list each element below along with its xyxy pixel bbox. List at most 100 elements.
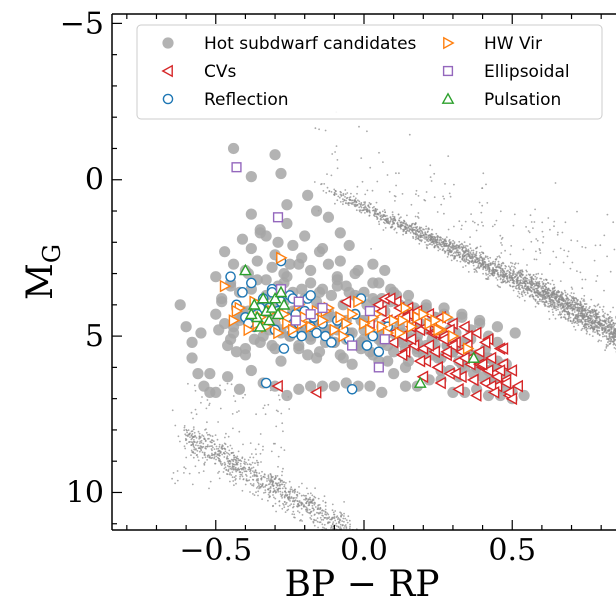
background-star-point: [538, 284, 541, 286]
background-star-point: [565, 302, 567, 304]
background-star-point: [279, 490, 282, 493]
background-star-point: [429, 176, 432, 179]
background-star-point: [587, 327, 589, 330]
background-star-point: [252, 484, 255, 487]
background-star-point: [551, 308, 554, 311]
background-star-point: [429, 236, 431, 239]
background-star-point: [606, 255, 608, 258]
background-star-point: [223, 464, 226, 466]
background-star-point: [481, 251, 483, 254]
background-star-point: [267, 488, 270, 491]
background-star-point: [255, 471, 258, 474]
background-star-point: [582, 314, 584, 317]
background-star-point: [421, 236, 424, 239]
background-star-point: [190, 430, 193, 433]
ellipsoidal-point: [347, 340, 358, 351]
background-star-point: [322, 510, 325, 512]
background-star-point: [319, 516, 322, 519]
background-star-point: [537, 292, 539, 295]
background-star-point: [597, 332, 600, 335]
background-star-point: [557, 306, 559, 309]
background-star-point: [494, 261, 497, 263]
background-star-point: [452, 246, 455, 249]
background-star-point: [332, 511, 335, 514]
background-star-point: [404, 232, 407, 235]
background-star-point: [373, 209, 375, 212]
background-star-point: [282, 467, 284, 470]
background-star-point: [537, 282, 540, 285]
background-star-point: [563, 313, 566, 316]
background-star-point: [281, 422, 284, 425]
background-star-point: [565, 297, 568, 300]
background-star-point: [596, 324, 598, 327]
background-star-point: [534, 280, 537, 283]
background-star-point: [330, 174, 333, 177]
background-star-point: [584, 246, 587, 249]
background-star-point: [174, 482, 177, 485]
background-star-point: [501, 244, 503, 246]
background-star-point: [322, 190, 325, 192]
background-star-point: [307, 498, 310, 501]
background-star-point: [609, 336, 612, 338]
background-star-point: [318, 521, 321, 524]
background-star-point: [534, 305, 537, 308]
background-star-point: [561, 291, 563, 294]
background-star-point: [271, 476, 273, 478]
background-star-point: [505, 265, 507, 268]
background-star-point: [352, 195, 355, 198]
background-star-point: [597, 303, 600, 306]
background-star-point: [279, 481, 282, 483]
legend-label-ellipsoidal: Ellipsoidal: [484, 62, 570, 82]
background-star-point: [602, 320, 605, 323]
background-star-point: [414, 230, 417, 233]
background-star-point: [427, 238, 430, 240]
background-star-point: [488, 260, 490, 262]
hot-subdwarf-point: [210, 308, 222, 320]
cv-point: [416, 370, 429, 384]
background-star-point: [195, 454, 198, 457]
background-star-point: [559, 305, 562, 308]
background-star-point: [519, 284, 522, 287]
background-star-point: [551, 288, 554, 291]
ellipsoidal-point: [379, 334, 390, 345]
background-star-point: [432, 240, 434, 243]
background-star-point: [583, 327, 586, 330]
background-star-point: [293, 513, 296, 516]
background-star-point: [189, 432, 191, 435]
y-axis-label-subscript: G: [38, 244, 66, 263]
background-star-point: [252, 483, 255, 485]
background-star-point: [427, 236, 430, 239]
background-star-point: [262, 407, 265, 409]
background-star-point: [452, 252, 455, 255]
background-star-point: [443, 197, 445, 200]
background-star-point: [247, 459, 250, 461]
background-star-point: [535, 294, 538, 297]
background-star-point: [438, 242, 441, 245]
background-star-point: [204, 456, 207, 459]
background-star-point: [566, 297, 569, 299]
background-star-point: [425, 225, 428, 228]
background-star-point: [270, 478, 272, 480]
background-star-point: [498, 265, 500, 268]
background-star-point: [285, 491, 287, 494]
background-star-point: [419, 234, 422, 237]
background-star-point: [470, 260, 473, 263]
background-star-point: [541, 230, 544, 233]
background-star-point: [341, 514, 344, 516]
background-star-point: [608, 326, 610, 328]
background-star-point: [465, 258, 468, 261]
background-star-point: [393, 222, 395, 224]
background-star-point: [222, 445, 224, 447]
background-star-point: [599, 306, 601, 308]
background-star-point: [499, 210, 502, 213]
background-star-point: [577, 320, 579, 322]
hot-subdwarf-point: [334, 227, 346, 239]
background-star-point: [506, 270, 508, 272]
background-star-point: [609, 310, 612, 313]
background-star-point: [305, 510, 308, 513]
background-star-point: [430, 233, 433, 236]
background-star-point: [376, 208, 379, 211]
background-star-point: [559, 296, 562, 299]
background-star-point: [321, 512, 323, 515]
background-star-point: [478, 201, 481, 204]
